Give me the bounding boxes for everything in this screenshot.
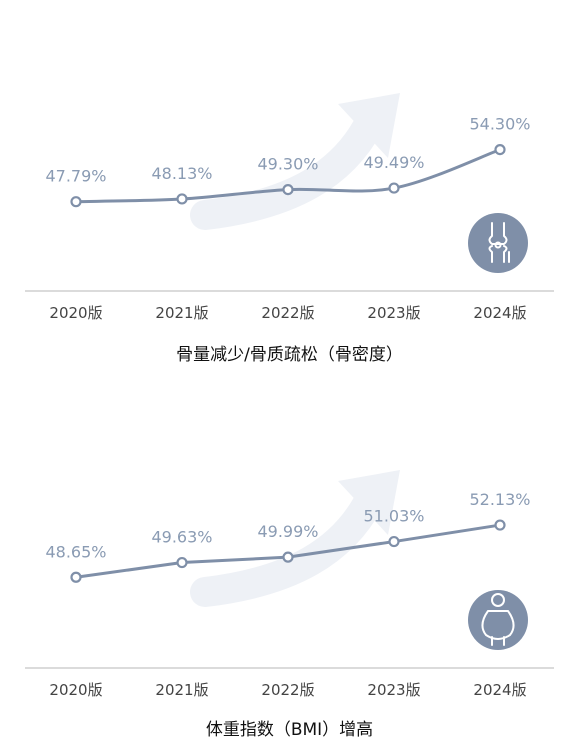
data-label: 49.49%: [363, 153, 424, 172]
chart-panel-bmi: 48.65% 49.63% 49.99% 51.03% 52.13% 2020版 2021…: [0, 377, 579, 754]
data-point: [282, 551, 294, 563]
data-point: [176, 193, 188, 205]
data-point: [388, 182, 400, 194]
data-point: [388, 535, 400, 548]
chart-panel-bone-density: 47.79% 48.13% 49.30% 49.49% 54.30% 2020版 2021…: [25, 93, 554, 365]
data-label: 52.13%: [469, 490, 530, 509]
data-point: [70, 196, 82, 208]
bmi-line-chart: 48.65% 49.63% 49.99% 51.03% 52.13% 2020版 2021…: [25, 470, 554, 740]
data-label: 48.65%: [45, 542, 106, 561]
x-tick-label: 2021版: [155, 681, 208, 699]
data-point: [176, 556, 188, 569]
overweight-person-icon: [468, 590, 528, 650]
x-tick-label: 2022版: [261, 304, 314, 322]
x-tick-label: 2024版: [473, 681, 526, 699]
trend-arrow-background: [190, 93, 400, 230]
trend-arrow-background: [190, 470, 400, 607]
data-point: [70, 571, 82, 583]
bone-density-line-chart: 47.79% 48.13% 49.30% 49.49% 54.30% 2020版 2021…: [25, 93, 554, 365]
data-point: [282, 184, 294, 196]
x-tick-label: 2024版: [473, 304, 526, 322]
chart-title: 体重指数（BMI）增高: [206, 720, 373, 740]
chart-title: 骨量减少/骨质疏松（骨密度）: [176, 345, 403, 365]
data-point: [494, 519, 506, 531]
data-label: 54.30%: [469, 115, 530, 134]
knee-joint-icon: [468, 213, 528, 273]
x-tick-label: 2023版: [367, 304, 420, 322]
data-label: 51.03%: [363, 507, 424, 526]
data-label: 47.79%: [45, 167, 106, 186]
data-label: 49.99%: [257, 522, 318, 541]
data-label: 48.13%: [151, 164, 212, 183]
x-tick-label: 2020版: [49, 304, 102, 322]
x-tick-label: 2020版: [49, 681, 102, 699]
data-label: 49.30%: [257, 155, 318, 174]
x-tick-label: 2023版: [367, 681, 420, 699]
x-tick-label: 2022版: [261, 681, 314, 699]
x-tick-label: 2021版: [155, 304, 208, 322]
data-point: [494, 144, 506, 156]
data-label: 49.63%: [151, 528, 212, 547]
